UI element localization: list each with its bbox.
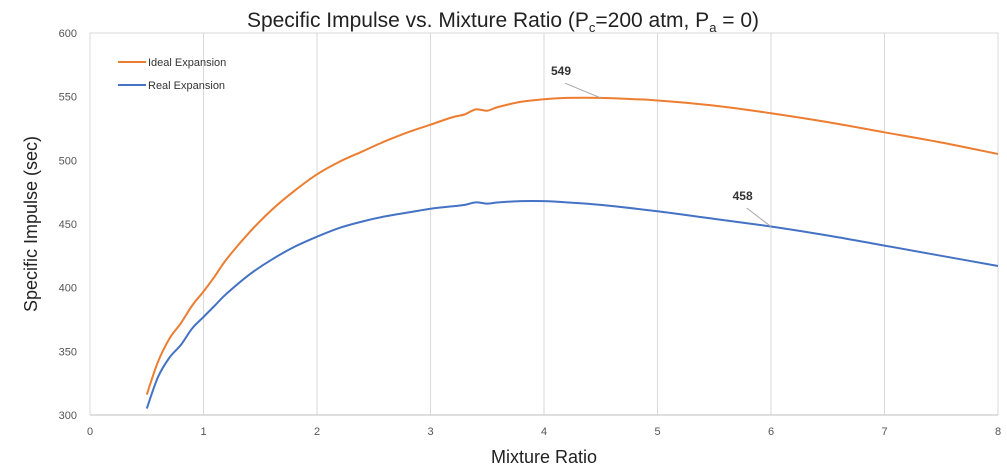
series-line-real-expansion — [145, 199, 999, 409]
legend-label-1: Real Expansion — [148, 80, 225, 92]
tick-labels: 0 1 2 3 4 5 6 7 8 300 350 400 450 500 550 600 — [59, 28, 1001, 438]
series-line-ideal-expansion — [145, 96, 999, 395]
gridlines — [90, 32, 999, 415]
legend: Ideal Expansion Real Expansion — [118, 57, 226, 92]
x-tick-label-1: 1 — [200, 426, 206, 438]
y-tick-label-300: 300 — [59, 410, 77, 422]
y-axis-title: Specific Impulse (sec) — [21, 136, 41, 312]
y-tick-label-600: 600 — [59, 28, 77, 40]
chart-title: Specific Impulse vs. Mixture Ratio (Pc=2… — [247, 9, 759, 35]
series-group — [145, 96, 999, 409]
legend-label-0: Ideal Expansion — [148, 57, 226, 69]
x-tick-label-4: 4 — [541, 426, 547, 438]
x-tick-label-2: 2 — [314, 426, 320, 438]
x-tick-label-7: 7 — [881, 426, 887, 438]
data-label-leader-0 — [564, 82, 601, 99]
x-tick-label-3: 3 — [427, 426, 433, 438]
axes — [89, 33, 998, 416]
x-tick-label-6: 6 — [768, 426, 774, 438]
x-tick-label-0: 0 — [87, 426, 93, 438]
data-label-leader-1 — [746, 207, 772, 227]
data-labels: 549 458 — [551, 64, 772, 227]
y-tick-label-400: 400 — [59, 283, 77, 295]
y-tick-label-350: 350 — [59, 346, 77, 358]
data-label-549: 549 — [551, 64, 571, 78]
x-tick-label-5: 5 — [654, 426, 660, 438]
x-axis-title: Mixture Ratio — [491, 447, 597, 467]
x-tick-label-8: 8 — [995, 426, 1001, 438]
y-tick-label-550: 550 — [59, 92, 77, 104]
y-tick-label-500: 500 — [59, 155, 77, 167]
y-tick-label-450: 450 — [59, 219, 77, 231]
data-label-458: 458 — [733, 189, 753, 203]
